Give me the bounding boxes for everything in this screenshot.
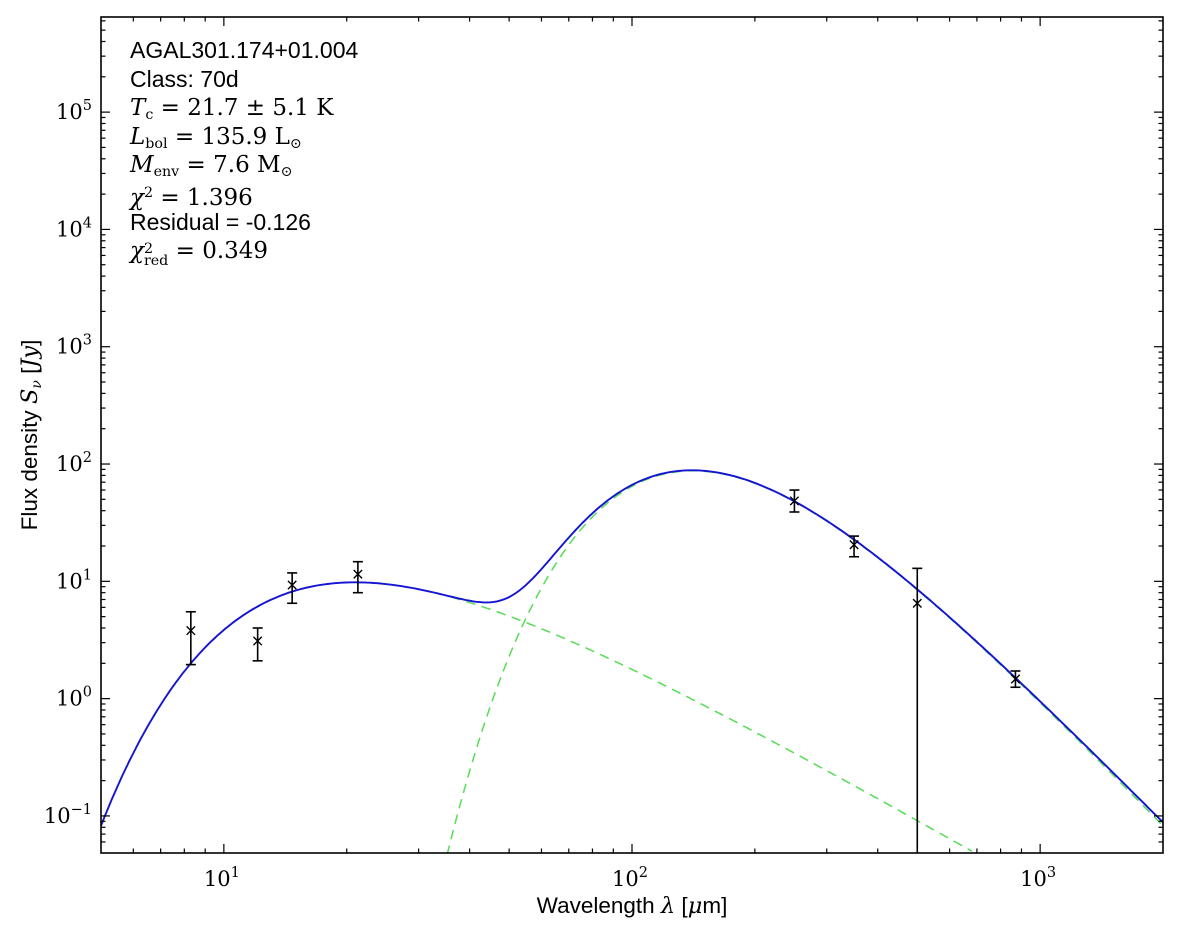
cold-component-curve <box>446 470 1163 853</box>
y-tick-label-10e2: 102 <box>56 450 92 476</box>
total-model-fit-curve <box>101 469 1163 827</box>
x-tick-label-10e1: 101 <box>204 865 240 891</box>
annotation-line-3: Tc = 21.7 ± 5.1 K <box>130 95 334 124</box>
y-tick-label-10e5: 105 <box>56 98 92 124</box>
data-point-870um <box>1010 670 1021 689</box>
x-marker <box>287 580 297 590</box>
x-marker <box>789 496 800 506</box>
x-marker <box>252 636 263 646</box>
y-tick-label-10e4: 104 <box>56 215 92 241</box>
data-point-14.7um <box>287 572 298 605</box>
x-tick-label-10e2: 102 <box>612 865 648 891</box>
y-tick-label-10e3: 103 <box>56 333 92 359</box>
data-point-12.1um <box>252 627 263 662</box>
annotation-line-8: χ 2 red = 0.349 <box>130 238 269 269</box>
data-point-500um <box>912 567 923 853</box>
data-point-21.3um <box>352 560 363 594</box>
fit-parameters-annotation: AGAL301.174+01.004 Class: 70d Tc = 21.7 ± … <box>130 36 359 269</box>
axis-ticks <box>101 17 1163 853</box>
x-marker <box>1010 674 1021 684</box>
data-point-8.3um <box>185 610 196 666</box>
data-point-350um <box>849 535 860 558</box>
x-axis-label: Wavelength λ [μm] <box>536 893 728 919</box>
annotation-line-5: Menv = 7.6 M⊙ <box>130 152 293 181</box>
data-points <box>185 489 1021 853</box>
y-tick-label-10e1: 101 <box>56 567 92 593</box>
warm-component-curve <box>450 596 973 852</box>
annotation-line-1: AGAL301.174+01.004 <box>130 37 359 63</box>
annotation-line-6: χ2 = 1.396 <box>130 184 253 211</box>
y-tick-label-10e-1: 10−1 <box>44 802 92 828</box>
stacked-sub-sup: 2 red <box>143 241 169 269</box>
x-tick-label-10e3: 103 <box>1020 865 1056 891</box>
y-axis-label: Flux density Sν [Jy] <box>17 339 45 531</box>
tick-labels: 101 102 103 105 104 103 102 101 100 10−1 <box>44 98 1056 891</box>
x-marker <box>186 625 196 636</box>
x-marker <box>849 540 859 550</box>
model-curves <box>101 469 1163 853</box>
y-tick-label-10e0: 100 <box>56 685 92 711</box>
annotation-line-2: Class: 70d <box>130 65 239 92</box>
x-marker <box>912 598 922 608</box>
annotation-line-4: Lbol = 135.9 L⊙ <box>130 123 302 152</box>
annotation-line-7: Residual = -0.126 <box>130 208 311 235</box>
x-marker <box>353 569 363 579</box>
data-point-250um <box>789 489 800 513</box>
